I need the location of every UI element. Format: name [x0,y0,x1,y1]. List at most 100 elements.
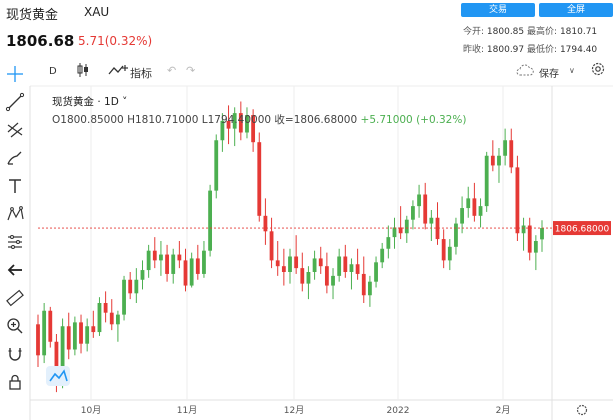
axis-settings-gear-icon[interactable] [576,404,588,416]
interval-selector[interactable]: D [49,66,57,77]
legend-change: +5.71000 (+0.32%) [360,114,467,126]
candle-body [171,254,176,274]
drawing-tools-sidebar [0,60,30,420]
candle-body [533,241,538,253]
candle-body [263,215,268,232]
trade-button[interactable]: 交易 [461,3,535,17]
fib-tool-icon[interactable] [5,120,25,140]
candle-body [540,228,544,240]
candle-body [527,225,532,253]
x-tick-label: 11月 [177,405,197,416]
redo-icon[interactable]: ↷ [186,64,196,77]
magnet-icon[interactable] [5,344,25,364]
low-value: 1794.40 [559,45,598,55]
candle-body [447,246,452,261]
pattern-tool-icon[interactable] [5,204,25,224]
candle-body [411,206,415,220]
chart-legend-title[interactable]: 现货黄金 · 1D ˅ [52,96,128,108]
ruler-icon[interactable] [5,288,25,308]
candle-body [398,227,403,234]
indicators-icon[interactable] [107,62,129,78]
candle-body [466,198,471,209]
candle-body [306,272,311,284]
candle-body [386,237,391,249]
candle-body [509,140,514,168]
candle-body [220,120,225,141]
cloud-save-icon[interactable] [515,62,535,78]
last-price-label: 1806.68000 [555,225,610,235]
candle-body [367,281,372,296]
fullscreen-button[interactable]: 全屏 [539,3,613,17]
back-arrow-icon[interactable] [5,260,25,280]
candle-body [257,142,262,216]
candle-body [189,258,194,286]
candle-body [183,260,188,286]
price-change: 5.71(0.32%) [78,34,153,48]
candle-body [115,314,120,325]
candle-body [91,326,96,333]
prev-close-label: 昨收: [463,45,485,55]
candle-body [331,275,335,286]
candle-body [380,248,385,263]
candle-body [72,322,77,350]
candle-body [312,258,317,272]
lock-icon[interactable] [5,372,25,392]
candle-body [490,155,495,166]
candle-body [423,194,428,224]
candle-body [521,225,526,234]
indicators-button[interactable]: 指标 [130,67,152,80]
text-tool-icon[interactable] [5,176,25,196]
candle-body [503,140,508,156]
chart-legend-ohlc: O1800.85000 H1810.71000 L1794.40000 收=18… [52,112,466,127]
trend-line-tool-icon[interactable] [5,92,25,112]
candle-body [251,115,256,143]
candle-body [103,303,108,313]
candle-body [109,312,114,325]
candle-body [232,113,237,129]
measure-tool-icon[interactable] [5,232,25,252]
candle-body [349,264,354,272]
instrument-title: 现货黄金 [6,8,59,23]
candle-body [337,256,342,276]
save-button[interactable]: 保存 [539,69,559,80]
candle-body [152,250,157,261]
candle-body [42,310,47,356]
candle-body [324,266,329,286]
candle-body [484,155,489,207]
legend-ohlc-values: O1800.85000 H1810.71000 L1794.40000 收=18… [52,114,358,126]
candle-body [429,217,434,224]
candle-body [208,190,213,251]
candle-body [460,208,465,224]
chart-type-candles-icon[interactable] [76,62,90,78]
x-tick-label: 2022 [387,406,410,416]
candle-body [195,258,200,274]
last-price-tag [553,221,611,236]
candle-body [478,206,483,216]
settings-gear-icon[interactable] [590,61,606,77]
candle-body [374,262,378,282]
save-menu-chevron-down-icon[interactable]: ∨ [569,66,575,75]
x-tick-label: 12月 [284,405,304,416]
candle-body [177,254,182,261]
candle-body [97,303,102,333]
high-label: 最高价: [527,27,558,37]
candle-body [122,279,126,315]
candle-body [454,223,458,247]
candle-body [79,322,83,344]
x-tick-label: 10月 [81,405,101,416]
candle-body [441,239,446,261]
stats-row-1: 今开: 1800.85 最高价: 1810.71 [463,24,597,37]
low-label: 最低价: [527,45,558,55]
undo-icon[interactable]: ↶ [167,64,177,77]
candle-body [128,279,133,294]
high-value: 1810.71 [559,27,598,37]
current-price: 1806.68 [6,32,75,50]
candle-body [343,256,348,272]
zoom-in-icon[interactable] [5,316,25,336]
candle-body [85,326,90,344]
candle-body [417,194,421,207]
candle-body [54,341,59,385]
crosshair-tool-icon[interactable] [5,64,25,84]
brush-tool-icon[interactable] [5,148,25,168]
